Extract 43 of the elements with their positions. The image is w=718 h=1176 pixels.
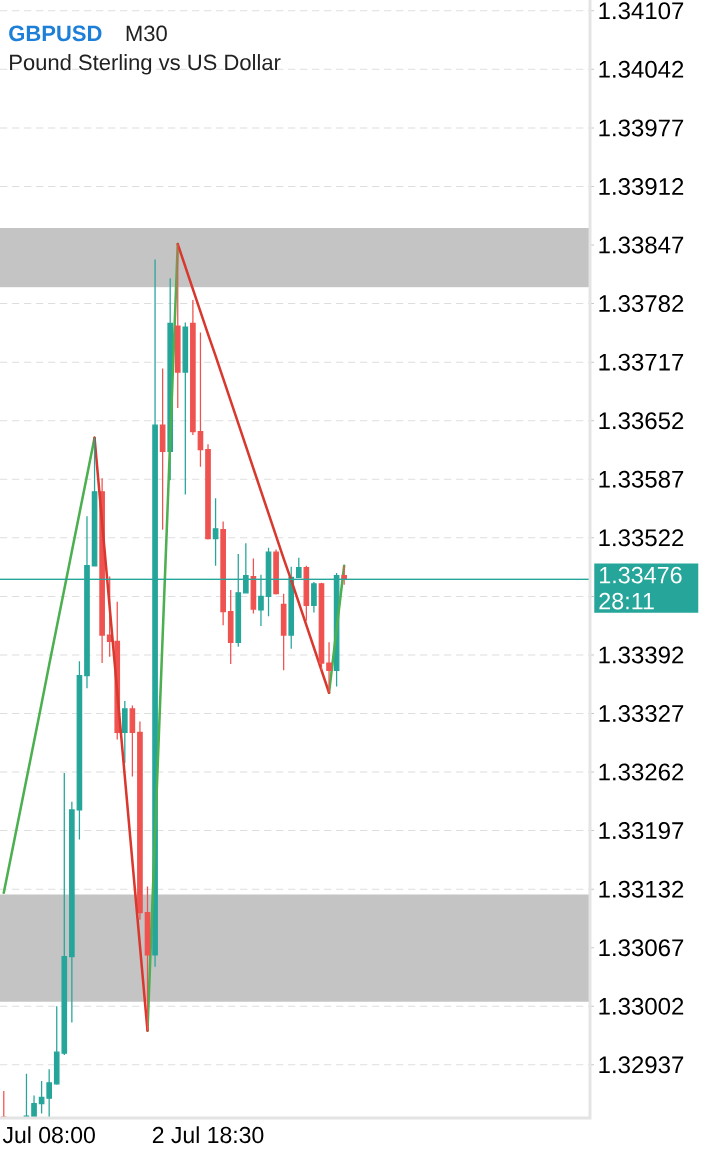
y-tick-label: 1.33977	[599, 119, 684, 137]
y-tick-label: 1.33132	[599, 880, 684, 898]
candlestick	[159, 367, 166, 531]
candlestick	[190, 299, 196, 436]
candlestick	[38, 1080, 45, 1115]
y-tick-label: 1.34042	[599, 60, 684, 78]
y-tick-label: 1.33782	[599, 295, 684, 313]
y-tick-label: 1.33522	[599, 529, 684, 547]
candlestick	[129, 704, 136, 778]
y-tick-label: 1.33652	[599, 412, 684, 430]
candlestick	[137, 720, 143, 921]
candlestick	[197, 331, 204, 468]
candlestick	[182, 321, 189, 496]
candlestick	[69, 801, 75, 1024]
y-tick-label: 1.33327	[599, 704, 684, 722]
y-tick-label: 1.33262	[599, 763, 684, 781]
candlestick	[227, 589, 234, 665]
y-tick-label: 1.33392	[599, 646, 684, 664]
candlestick	[212, 497, 219, 567]
y-tick-label: 1.33197	[599, 822, 684, 840]
x-tick-label: 2 Jul 18:30	[152, 1126, 264, 1144]
text: GBPUSD	[9, 25, 102, 42]
candlestick	[280, 593, 287, 671]
text: Pound Sterling vs US Dollar	[10, 54, 281, 75]
candlestick	[144, 885, 151, 1032]
y-tick-label: 1.33067	[599, 939, 684, 957]
y-tick-label: 1.34107	[599, 2, 684, 20]
y-tick-label: 1.33847	[599, 236, 684, 254]
candlestick	[220, 520, 226, 626]
annotation: M30	[126, 25, 167, 42]
candlestick	[311, 581, 317, 614]
candlestick	[205, 443, 211, 541]
candlestick	[31, 1094, 37, 1118]
candlestick	[273, 548, 279, 596]
candlestick	[326, 641, 332, 694]
y-tick-label: 1.33002	[599, 997, 684, 1015]
x-tick-label: Jul 08:00	[2, 1126, 95, 1144]
y-tick-label: 1.33912	[599, 177, 684, 195]
y-tick-label: 1.33587	[599, 470, 684, 488]
y-tick-label: 1.32937	[599, 1056, 684, 1074]
y-tick-label: 1.33717	[599, 353, 684, 371]
candlestick	[174, 243, 181, 409]
ref-line-label: 1.33476 28:11	[599, 566, 682, 610]
